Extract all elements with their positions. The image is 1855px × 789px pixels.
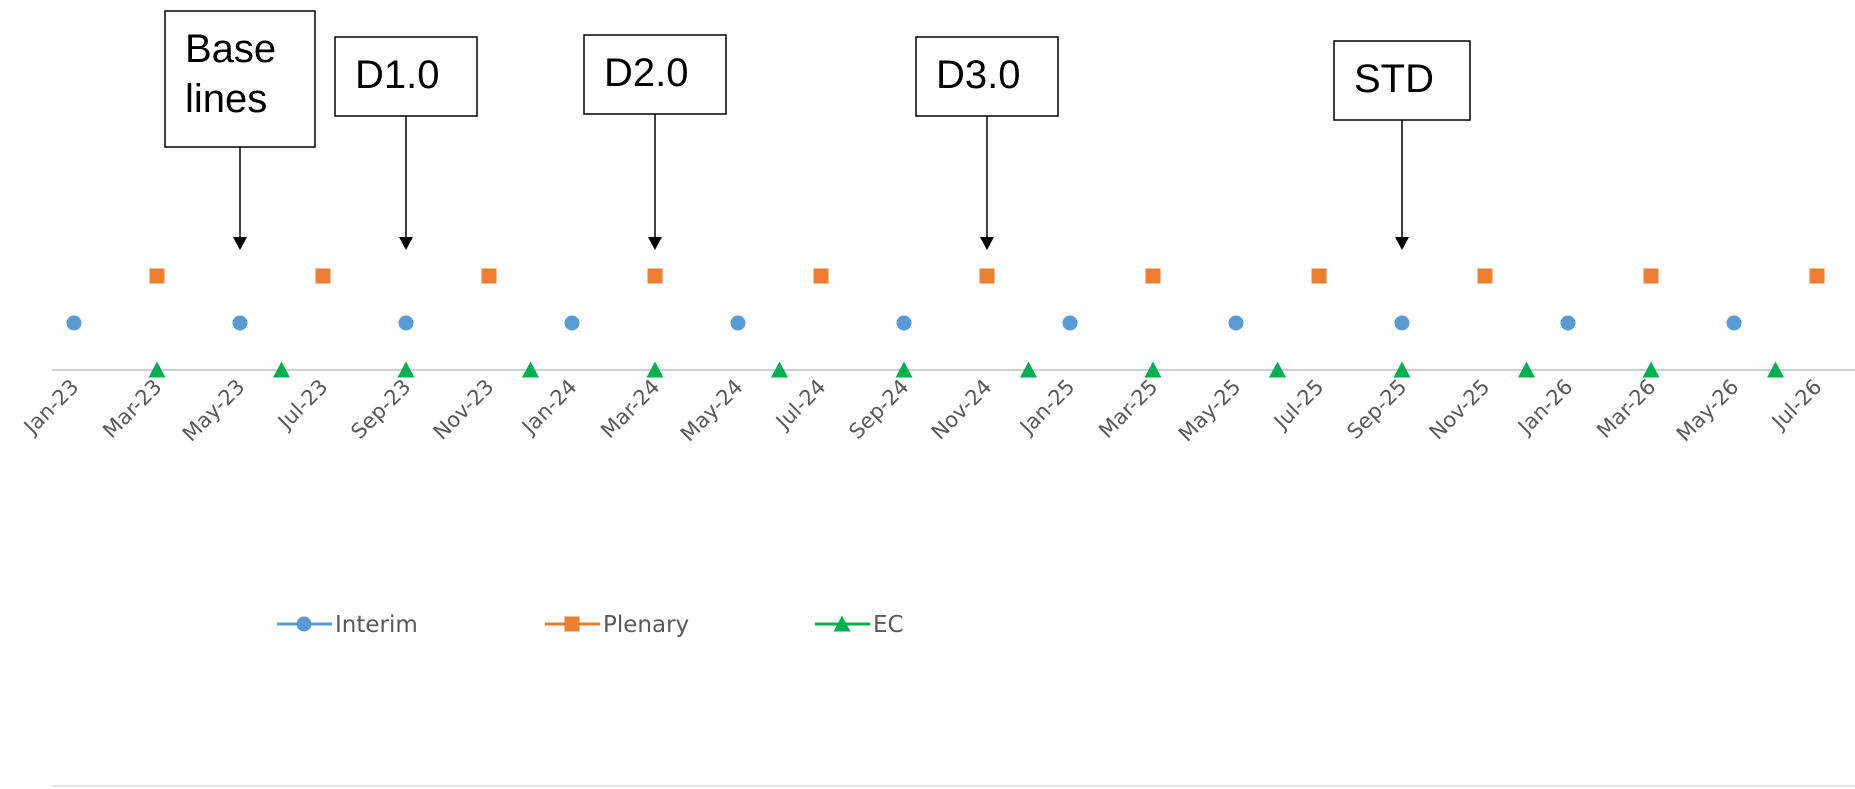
legend-item-plenary: Plenary	[545, 612, 689, 638]
callout-label: D2.0	[604, 51, 689, 95]
plenary-point	[1477, 268, 1493, 284]
interim-point	[1726, 315, 1742, 331]
interim-point	[1228, 315, 1244, 331]
x-tick-label: May-26	[1672, 375, 1744, 447]
legend-item-interim: Interim	[277, 612, 418, 638]
callout-label: STD	[1354, 57, 1434, 101]
x-tick-label: Nov-25	[1425, 375, 1495, 445]
plenary-point	[149, 268, 165, 284]
ec-point	[1144, 361, 1162, 378]
interim-point	[1560, 315, 1576, 331]
x-axis-tick-labels: Jan-23 Mar-23 May-23 Jul-23 Sep-23 Nov-23 Jan-…	[18, 375, 1827, 447]
x-tick-label: Jan-26	[1512, 375, 1578, 441]
callout-arrow-head	[233, 237, 247, 250]
callout-box	[915, 36, 1059, 117]
legend-marker	[564, 616, 580, 632]
plenary-point	[647, 268, 663, 284]
series-plenary	[149, 268, 1825, 284]
x-tick-label: Mar-24	[596, 375, 664, 443]
interim-point	[232, 315, 248, 331]
x-tick-label: Sep-24	[844, 375, 913, 444]
plenary-point	[1311, 268, 1327, 284]
ec-point	[1020, 361, 1037, 378]
x-tick-label: Jan-24	[516, 375, 582, 441]
callout-box	[1333, 40, 1471, 121]
plenary-point	[979, 268, 995, 284]
x-tick-label: Jan-25	[1014, 375, 1080, 441]
x-tick-label: Sep-25	[1342, 375, 1411, 444]
ec-point	[273, 361, 290, 378]
callout-d3-0: D3.0	[915, 36, 1059, 250]
legend-marker	[833, 615, 851, 632]
callout-arrow-head	[648, 237, 662, 250]
callout-box	[164, 10, 316, 148]
ec-point	[1518, 361, 1535, 378]
ec-point	[1393, 361, 1411, 378]
legend-label: Interim	[335, 612, 418, 638]
x-tick-label: Jul-25	[1268, 375, 1329, 436]
legend-item-ec: EC	[815, 612, 904, 638]
x-tick-label: Nov-23	[429, 375, 499, 445]
series-layer	[66, 268, 1825, 378]
x-tick-label: May-25	[1174, 375, 1246, 447]
ec-point	[1767, 361, 1784, 378]
series-interim	[66, 315, 1742, 331]
ec-point	[522, 361, 539, 378]
callout-label: D3.0	[936, 53, 1021, 97]
interim-point	[1062, 315, 1078, 331]
plenary-point	[1809, 268, 1825, 284]
x-tick-label: Mar-23	[98, 375, 166, 443]
callout-d2-0: D2.0	[583, 34, 727, 250]
legend-label: EC	[873, 612, 904, 638]
x-tick-label: Nov-24	[927, 375, 997, 445]
plenary-point	[1145, 268, 1161, 284]
ec-point	[895, 361, 913, 378]
interim-point	[564, 315, 580, 331]
x-tick-label: Jul-24	[770, 375, 831, 436]
ec-point	[397, 361, 415, 378]
interim-point	[896, 315, 912, 331]
callout-arrow-head	[980, 237, 994, 250]
milestone-callouts: Base lines D1.0 D2.0 D3.0 STD	[164, 10, 1471, 250]
legend-marker	[296, 616, 312, 632]
plenary-point	[1643, 268, 1659, 284]
x-tick-label: Jan-23	[18, 375, 84, 441]
x-tick-label: Mar-25	[1094, 375, 1162, 443]
plenary-point	[481, 268, 497, 284]
callout-arrow-head	[1395, 237, 1409, 250]
callout-base-lines: Base lines	[164, 10, 316, 250]
callout-d1-0: D1.0	[334, 36, 478, 250]
x-tick-label: Jul-26	[1766, 375, 1827, 436]
ec-point	[148, 361, 166, 378]
interim-point	[66, 315, 82, 331]
interim-point	[398, 315, 414, 331]
x-tick-label: Sep-23	[346, 375, 415, 444]
plenary-point	[315, 268, 331, 284]
ec-point	[1642, 361, 1660, 378]
x-tick-label: Mar-26	[1592, 375, 1660, 443]
callout-label: D1.0	[355, 53, 440, 97]
interim-point	[1394, 315, 1410, 331]
x-tick-label: May-23	[178, 375, 250, 447]
ec-point	[646, 361, 664, 378]
callout-arrow-head	[399, 237, 413, 250]
x-tick-label: Jul-23	[272, 375, 333, 436]
legend: Interim Plenary EC	[277, 612, 904, 638]
plenary-point	[813, 268, 829, 284]
callout-box	[583, 34, 727, 115]
x-tick-label: May-24	[676, 375, 748, 447]
callout-label: Base lines	[185, 27, 276, 121]
ec-point	[1269, 361, 1286, 378]
ec-point	[771, 361, 788, 378]
legend-label: Plenary	[603, 612, 689, 638]
callout-std: STD	[1333, 40, 1471, 250]
interim-point	[730, 315, 746, 331]
series-ec	[148, 361, 1784, 378]
